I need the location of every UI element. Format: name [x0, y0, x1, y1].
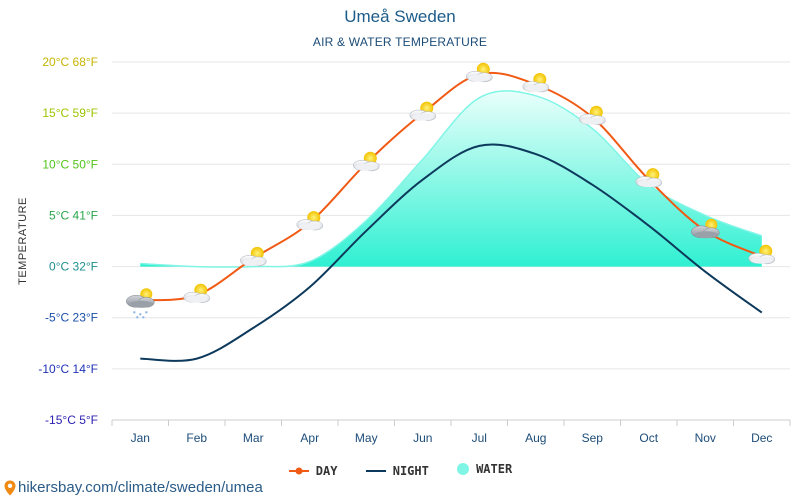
- x-tick-label: Oct: [639, 431, 658, 445]
- night-line: [140, 143, 763, 362]
- x-tick-label: Dec: [751, 431, 772, 445]
- legend-item-night[interactable]: NIGHT: [365, 464, 429, 478]
- x-tick-label: Jul: [472, 431, 487, 445]
- y-tick-label: 0°C 32°F: [49, 260, 98, 274]
- sun-cloud-icon: [465, 62, 493, 83]
- y-tick-label: 10°C 50°F: [42, 157, 98, 171]
- x-tick-label: Aug: [525, 431, 546, 445]
- y-axis-label: TEMPERATURE: [17, 197, 29, 285]
- legend-item-water[interactable]: WATER: [456, 462, 512, 476]
- sun-cloud-icon: [183, 283, 211, 304]
- snow-cloud-icon: [126, 288, 155, 319]
- map-pin-icon: [4, 480, 16, 495]
- sun-cloud-icon: [240, 246, 267, 267]
- y-tick-label: 5°C 41°F: [49, 208, 98, 222]
- legend-water-label: WATER: [476, 462, 513, 476]
- legend-item-day[interactable]: DAY: [288, 464, 338, 478]
- legend-water-marker: [457, 463, 470, 475]
- chart-subtitle: AIR & WATER TEMPERATURE: [312, 35, 488, 49]
- legend-day-marker: [288, 467, 309, 475]
- chart-title: Umeå Sweden: [344, 7, 456, 26]
- x-tick-label: Jun: [413, 431, 432, 445]
- footer-text: hikersbay.com/climate/sweden/umea: [18, 479, 263, 496]
- sun-cloud-icon: [748, 244, 776, 265]
- y-tick-label: -5°C 23°F: [45, 311, 98, 325]
- x-tick-label: Apr: [300, 431, 319, 445]
- x-tick-label: Feb: [186, 431, 207, 445]
- y-tick-label: -10°C 14°F: [38, 362, 98, 376]
- legend: DAY NIGHT WATER: [0, 462, 800, 479]
- sun-cloud-icon: [409, 101, 437, 121]
- sun-cloud-icon: [522, 73, 550, 93]
- x-tick-label: Nov: [695, 431, 716, 445]
- legend-night-label: NIGHT: [392, 464, 429, 478]
- water-area: [140, 90, 762, 268]
- x-tick-label: Sep: [582, 431, 604, 445]
- sun-cloud-icon: [296, 211, 324, 231]
- rain-cloud-icon: [691, 218, 720, 239]
- legend-day-label: DAY: [315, 464, 338, 478]
- y-tick-label: 15°C 59°F: [42, 106, 98, 120]
- sun-cloud-icon: [578, 105, 606, 125]
- footer-link[interactable]: hikersbay.com/climate/sweden/umea: [4, 479, 263, 496]
- y-tick-label: -15°C 5°F: [45, 413, 98, 427]
- x-tick-label: May: [355, 431, 378, 445]
- x-tick-label: Mar: [243, 431, 264, 445]
- y-tick-label: 20°C 68°F: [42, 55, 98, 69]
- sun-cloud-icon: [635, 168, 663, 188]
- sun-cloud-icon: [352, 151, 380, 172]
- legend-night-marker: [365, 470, 386, 472]
- x-tick-label: Jan: [131, 431, 150, 445]
